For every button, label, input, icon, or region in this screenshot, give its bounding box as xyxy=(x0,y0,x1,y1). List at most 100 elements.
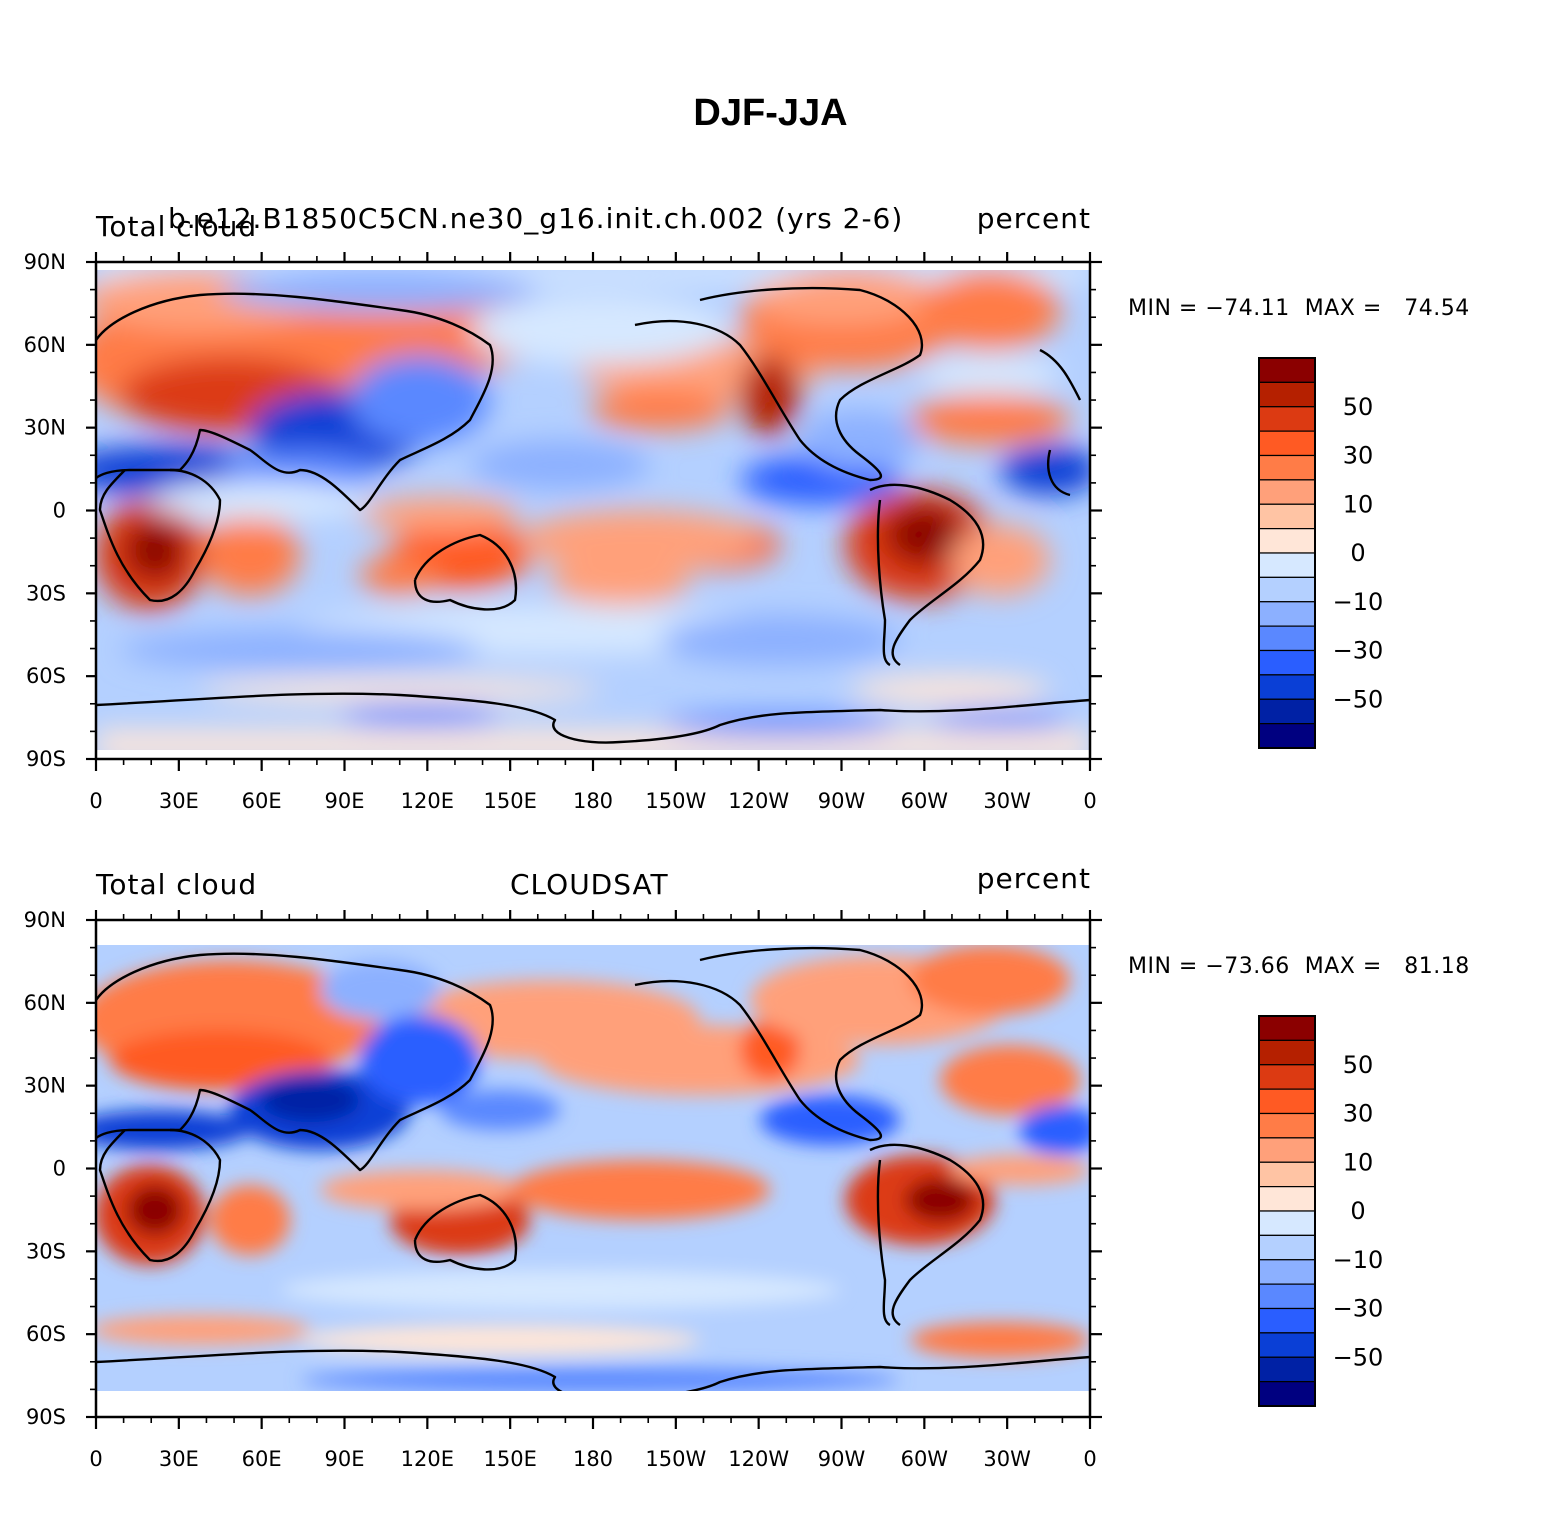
panel1-map xyxy=(96,270,1090,750)
y-tick-label: 90N xyxy=(24,250,66,274)
panel1-coastlines xyxy=(96,286,1090,744)
panel2-right-title: percent xyxy=(976,862,1091,895)
x-tick-label: 180 xyxy=(573,1447,613,1471)
panel2-coastlines xyxy=(96,946,1090,1391)
colorbar-segment xyxy=(1258,1234,1316,1261)
y-tick-label: 60S xyxy=(26,1322,66,1346)
y-tick-label: 30N xyxy=(24,1074,66,1098)
y-tick-label: 0 xyxy=(53,1157,66,1181)
y-tick-label: 60S xyxy=(26,664,66,688)
x-tick-label: 60W xyxy=(901,1447,949,1471)
x-tick-label: 90W xyxy=(818,1447,866,1471)
x-tick-label: 90E xyxy=(325,789,365,813)
colorbar-label: 30 xyxy=(1343,1100,1374,1128)
x-tick-label: 150W xyxy=(645,1447,706,1471)
x-tick-label: 0 xyxy=(89,789,102,813)
colorbar-label: 0 xyxy=(1350,1197,1365,1225)
colorbar-segment xyxy=(1258,454,1316,481)
y-tick-label: 30N xyxy=(24,416,66,440)
colorbar-label: 50 xyxy=(1343,1051,1374,1079)
colorbar-segment xyxy=(1258,1161,1316,1188)
colorbar-segment xyxy=(1258,649,1316,676)
colorbar-segment xyxy=(1258,1112,1316,1139)
colorbar-segment xyxy=(1258,1064,1316,1090)
x-tick-label: 0 xyxy=(1083,789,1096,813)
y-tick-label: 60N xyxy=(24,991,66,1015)
colorbar-segment xyxy=(1258,1015,1316,1041)
x-tick-label: 30E xyxy=(159,1447,199,1471)
y-tick-label: 30S xyxy=(26,581,66,605)
y-tick-label: 30S xyxy=(26,1239,66,1263)
colorbar-segment xyxy=(1258,576,1316,603)
panel1-min-max: MIN = −74.11 MAX = 74.54 xyxy=(1128,296,1470,321)
colorbar-segment xyxy=(1258,479,1316,505)
y-tick-label: 90N xyxy=(24,908,66,932)
panel2-center-title: CLOUDSAT xyxy=(510,868,669,901)
colorbar-label: 30 xyxy=(1343,442,1374,470)
colorbar-segment xyxy=(1258,552,1316,578)
panel2-left-title: Total cloud xyxy=(96,868,258,901)
colorbar-segment xyxy=(1258,357,1316,383)
x-tick-label: 30E xyxy=(159,789,199,813)
colorbar-frame xyxy=(1258,1015,1316,1407)
colorbar-segment xyxy=(1258,1186,1316,1212)
colorbar-segment xyxy=(1258,1210,1316,1236)
colorbar-segment xyxy=(1258,1137,1316,1163)
x-tick-label: 60W xyxy=(901,789,949,813)
colorbar-label: 0 xyxy=(1350,539,1365,567)
x-tick-label: 60E xyxy=(242,789,282,813)
colorbar-segment xyxy=(1258,1356,1316,1383)
colorbar-segment xyxy=(1258,430,1316,457)
x-tick-label: 0 xyxy=(89,1447,102,1471)
x-tick-label: 60E xyxy=(242,1447,282,1471)
x-tick-label: 90E xyxy=(325,1447,365,1471)
colorbar-segment xyxy=(1258,674,1316,700)
colorbar-segment xyxy=(1258,1307,1316,1334)
panel2-map xyxy=(96,945,1090,1391)
x-tick-label: 180 xyxy=(573,789,613,813)
colorbar-segment xyxy=(1258,1259,1316,1285)
colorbar-label: −50 xyxy=(1333,685,1384,713)
colorbar-label: 50 xyxy=(1343,393,1374,421)
colorbar-segment xyxy=(1258,381,1316,408)
colorbar-label: 10 xyxy=(1343,1148,1374,1176)
colorbar-segment xyxy=(1258,1283,1316,1310)
colorbar-label: −10 xyxy=(1333,1246,1384,1274)
panel2-min-max: MIN = −73.66 MAX = 81.18 xyxy=(1128,954,1470,979)
y-tick-label: 90S xyxy=(26,1405,66,1429)
colorbar-segment xyxy=(1258,1332,1316,1358)
colorbar-label: −50 xyxy=(1333,1343,1384,1371)
x-tick-label: 150W xyxy=(645,789,706,813)
figure-title: DJF-JJA xyxy=(693,92,848,134)
colorbar-segment xyxy=(1258,1039,1316,1066)
x-tick-label: 120W xyxy=(728,1447,789,1471)
panel1-center-title: b.e12.B1850C5CN.ne30_g16.init.ch.002 (yr… xyxy=(168,202,904,235)
y-tick-label: 90S xyxy=(26,747,66,771)
colorbar-segment xyxy=(1258,601,1316,627)
x-tick-label: 120E xyxy=(401,1447,454,1471)
x-tick-label: 120E xyxy=(401,789,454,813)
colorbar-segment xyxy=(1258,406,1316,432)
colorbar-segment xyxy=(1258,723,1316,749)
x-tick-label: 30W xyxy=(983,1447,1031,1471)
colorbar-segment xyxy=(1258,503,1316,530)
colorbar-segment xyxy=(1258,528,1316,554)
colorbar-segment xyxy=(1258,1088,1316,1115)
x-tick-label: 120W xyxy=(728,789,789,813)
x-tick-label: 0 xyxy=(1083,1447,1096,1471)
x-tick-label: 150E xyxy=(483,789,536,813)
panel1-right-title: percent xyxy=(976,202,1091,235)
panel1-left-title: Total cloud xyxy=(96,210,258,243)
colorbar-label: −30 xyxy=(1333,637,1384,665)
y-tick-label: 0 xyxy=(53,499,66,523)
colorbar-label: −30 xyxy=(1333,1295,1384,1323)
x-tick-label: 90W xyxy=(818,789,866,813)
colorbar-segment xyxy=(1258,625,1316,652)
colorbar-label: 10 xyxy=(1343,490,1374,518)
colorbar-segment xyxy=(1258,1381,1316,1407)
y-tick-label: 60N xyxy=(24,333,66,357)
x-tick-label: 150E xyxy=(483,1447,536,1471)
x-tick-label: 30W xyxy=(983,789,1031,813)
colorbar-label: −10 xyxy=(1333,588,1384,616)
